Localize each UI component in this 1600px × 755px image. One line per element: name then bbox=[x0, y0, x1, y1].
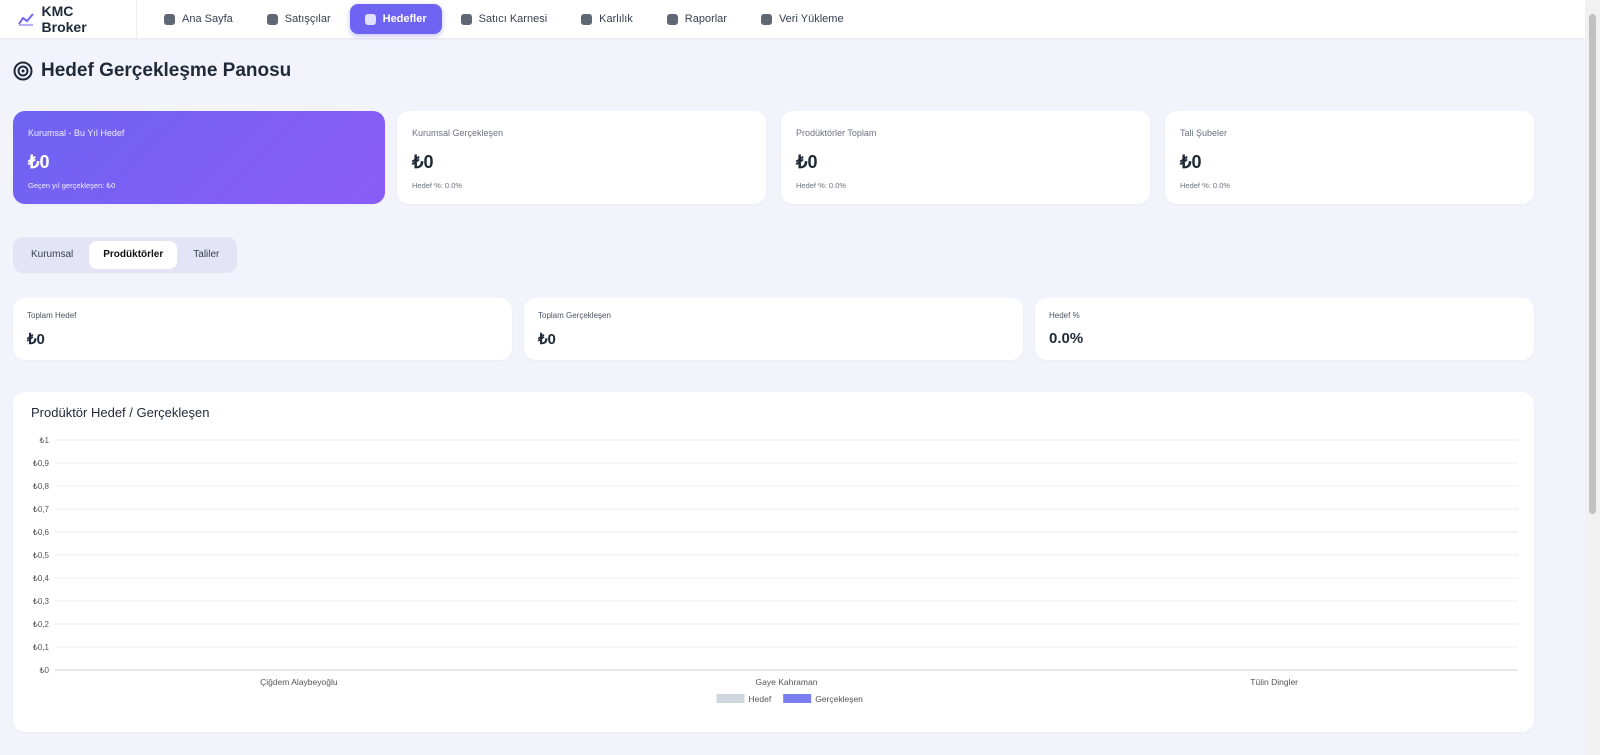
nav-icon bbox=[760, 13, 772, 25]
summary-card: Hedef % 0.0% bbox=[1035, 298, 1534, 360]
kpi-card: Kurumsal - Bu Yıl Hedef ₺0 Geçen yıl gerçe… bbox=[13, 111, 385, 204]
page-title-text: Hedef Gerçekleşme Panosu bbox=[41, 60, 292, 81]
nav-item[interactable]: Raporlar bbox=[652, 4, 742, 34]
summary-value: ₺0 bbox=[27, 331, 45, 348]
kpi-card: Prodüktörler Toplam ₺0 Hedef %: 0.0% bbox=[781, 111, 1150, 204]
kpi-card: Kurumsal Gerçekleşen ₺0 Hedef %: 0.0% bbox=[397, 111, 766, 204]
legend-label: Hedef bbox=[749, 694, 772, 704]
tab[interactable]: Taliler bbox=[193, 249, 220, 260]
y-tick-label: ₺0,5 bbox=[33, 551, 50, 560]
kpi-value: ₺0 bbox=[412, 152, 434, 172]
summary-label: Hedef % bbox=[1049, 311, 1080, 320]
nav-item[interactable]: Karlılık bbox=[566, 4, 648, 34]
kpi-label: Kurumsal Gerçekleşen bbox=[412, 128, 504, 138]
tabs: Kurumsal Prodüktörler Taliler bbox=[13, 237, 238, 273]
kpi-note: Geçen yıl gerçekleşen: ₺0 bbox=[28, 181, 116, 190]
y-tick-label: ₺0,3 bbox=[33, 597, 50, 606]
nav-label: Satıcı Karnesi bbox=[478, 13, 548, 25]
kpi-value: ₺0 bbox=[796, 152, 818, 172]
x-tick-label: Gaye Kahraman bbox=[756, 677, 818, 687]
chart: Prodüktör Hedef / Gerçekleşen ₺0 ₺0,1 ₺0,2… bbox=[31, 405, 1518, 704]
x-tick-label: Çiğdem Alaybeyoğlu bbox=[260, 677, 338, 687]
nav-label: Raporlar bbox=[684, 13, 727, 25]
brand[interactable]: KMC Broker bbox=[0, 0, 137, 38]
scroll-thumb[interactable] bbox=[1589, 14, 1596, 514]
kpi-note: Hedef %: 0.0% bbox=[412, 181, 463, 190]
brand-icon bbox=[18, 13, 34, 26]
nav-label: Karlılık bbox=[599, 13, 633, 25]
top-nav: KMC Broker Ana Sayfa Satışçılar Hedefler Sa… bbox=[0, 0, 1585, 38]
nav-label: Veri Yükleme bbox=[778, 13, 844, 25]
nav-item[interactable]: Satıcı Karnesi bbox=[446, 4, 562, 34]
summary-label: Toplam Hedef bbox=[27, 311, 77, 320]
kpi-label: Tali Şubeler bbox=[1180, 128, 1228, 138]
y-tick-label: ₺0,6 bbox=[33, 528, 50, 537]
kpi-value: ₺0 bbox=[28, 152, 50, 172]
summary-label: Toplam Gerçekleşen bbox=[538, 311, 611, 320]
y-tick-label: ₺0,4 bbox=[33, 574, 50, 583]
scrollbar[interactable] bbox=[1585, 0, 1600, 755]
nav-item[interactable]: Satışçılar bbox=[252, 4, 346, 34]
legend-label: Gerçekleşen bbox=[815, 694, 863, 704]
y-tick-label: ₺1 bbox=[39, 436, 49, 445]
x-tick-label: Tülin Dingler bbox=[1250, 677, 1298, 687]
kpi-card: Tali Şubeler ₺0 Hedef %: 0.0% bbox=[1165, 111, 1534, 204]
summary-value: 0.0% bbox=[1049, 330, 1084, 347]
nav-icon bbox=[581, 13, 593, 25]
y-tick-label: ₺0,2 bbox=[33, 620, 50, 629]
y-tick-label: ₺0 bbox=[39, 666, 49, 675]
kpi-note: Hedef %: 0.0% bbox=[1180, 181, 1231, 190]
summary-card: Toplam Gerçekleşen ₺0 bbox=[524, 298, 1023, 360]
nav-icon bbox=[364, 13, 376, 25]
chart-title: Prodüktör Hedef / Gerçekleşen bbox=[31, 405, 209, 420]
kpi-value: ₺0 bbox=[1180, 152, 1202, 172]
y-tick-label: ₺0,1 bbox=[33, 643, 50, 652]
nav-label: Satışçılar bbox=[284, 13, 331, 25]
y-tick-label: ₺0,9 bbox=[33, 459, 50, 468]
brand-name: KMC Broker bbox=[41, 3, 87, 35]
nav-label: Hedefler bbox=[382, 13, 427, 25]
y-tick-label: ₺0,7 bbox=[33, 505, 50, 514]
nav-item[interactable]: Ana Sayfa bbox=[149, 4, 248, 34]
nav-item[interactable]: Hedefler bbox=[349, 4, 442, 34]
y-tick-label: ₺0,8 bbox=[33, 482, 50, 491]
tab[interactable]: Prodüktörler bbox=[89, 241, 178, 269]
nav-icon bbox=[666, 13, 678, 25]
tab[interactable]: Kurumsal bbox=[31, 249, 74, 260]
kpi-label: Prodüktörler Toplam bbox=[796, 128, 877, 138]
legend-swatch bbox=[783, 694, 812, 703]
nav-label: Ana Sayfa bbox=[182, 13, 233, 25]
legend-swatch bbox=[716, 694, 745, 703]
nav-icon bbox=[460, 13, 472, 25]
nav-item[interactable]: Veri Yükleme bbox=[746, 4, 859, 34]
kpi-label: Kurumsal - Bu Yıl Hedef bbox=[28, 128, 125, 138]
nav-icon bbox=[164, 13, 175, 25]
nav-items: Ana Sayfa Satışçılar Hedefler Satıcı Karnes… bbox=[149, 4, 859, 34]
chart-card: Prodüktör Hedef / Gerçekleşen ₺0 ₺0,1 ₺0,2… bbox=[13, 392, 1534, 732]
target-icon bbox=[13, 61, 33, 81]
page-title: Hedef Gerçekleşme Panosu bbox=[13, 60, 291, 82]
kpi-note: Hedef %: 0.0% bbox=[796, 181, 847, 190]
summary-card: Toplam Hedef ₺0 bbox=[13, 298, 512, 360]
nav-icon bbox=[266, 13, 278, 25]
summary-value: ₺0 bbox=[538, 331, 556, 348]
